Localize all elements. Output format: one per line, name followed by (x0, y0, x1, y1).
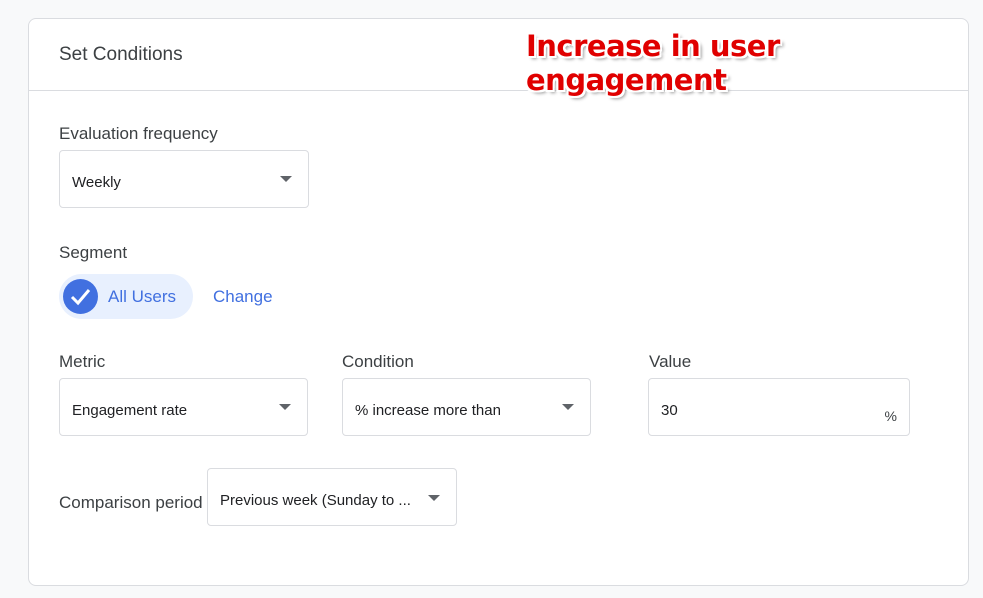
check-icon (63, 279, 98, 314)
condition-select[interactable]: % increase more than (342, 378, 591, 436)
set-conditions-card: Set Conditions Increase in user engageme… (28, 18, 969, 586)
value-input[interactable]: 30 % (648, 378, 910, 436)
segment-chip-label: All Users (108, 287, 177, 306)
caret-down-icon (562, 404, 574, 410)
segment-label: Segment (59, 243, 128, 262)
evaluation-frequency-value: Weekly (72, 174, 121, 191)
metric-label: Metric (59, 352, 106, 371)
metric-select[interactable]: Engagement rate (59, 378, 308, 436)
overlay-caption: Increase in user engagement (526, 29, 780, 97)
condition-label: Condition (342, 352, 414, 371)
comparison-period-select[interactable]: Previous week (Sunday to ... (207, 468, 457, 526)
change-segment-link[interactable]: Change (213, 287, 273, 306)
metric-value: Engagement rate (72, 402, 188, 419)
value-label: Value (649, 352, 692, 371)
comparison-period-label: Comparison period (59, 493, 203, 512)
comparison-period-value: Previous week (Sunday to ... (220, 492, 411, 509)
caret-down-icon (279, 404, 291, 410)
condition-value: % increase more than (355, 402, 501, 419)
card-title: Set Conditions (59, 44, 183, 65)
caret-down-icon (428, 495, 440, 501)
segment-chip-all-users[interactable]: All Users (59, 274, 193, 319)
evaluation-frequency-select[interactable]: Weekly (59, 150, 309, 208)
evaluation-frequency-label: Evaluation frequency (59, 124, 218, 143)
percent-unit: % (884, 408, 897, 424)
value-text: 30 (661, 402, 678, 419)
card-header: Set Conditions Increase in user engageme… (29, 19, 968, 97)
caret-down-icon (280, 176, 292, 182)
